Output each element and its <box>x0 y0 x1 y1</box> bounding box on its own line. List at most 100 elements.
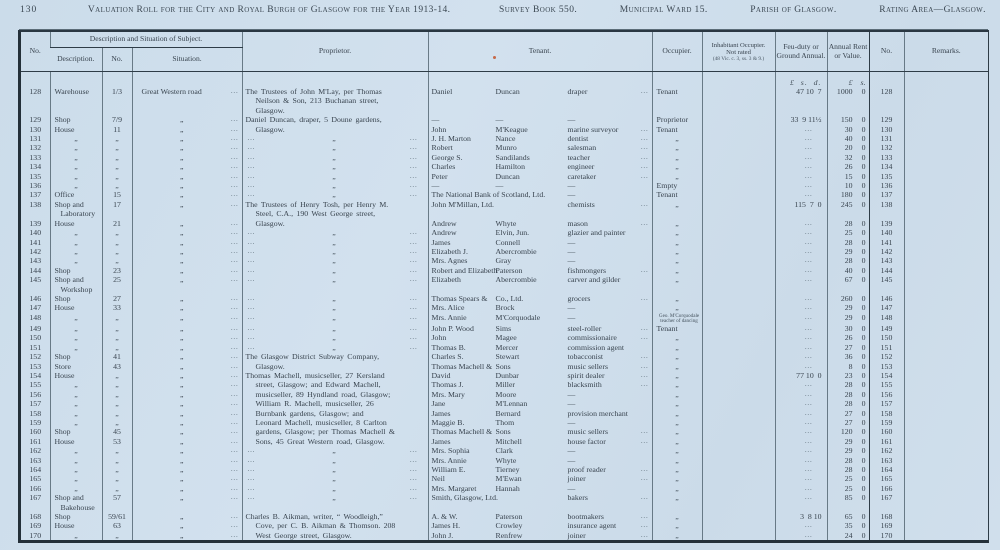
situation-text: „ <box>179 162 184 172</box>
tenant-cell: Neil M'Ewan joiner... <box>427 474 653 484</box>
proprietor-line: musicseller, 89 Hyndland road, Glasgow; <box>255 389 391 399</box>
tenant-wrap: James Mitchell house factor... <box>429 437 652 446</box>
tenant-occupation-wrap: — <box>568 303 652 312</box>
tenant-occupation-wrap: chemists... <box>568 200 652 209</box>
rent-pounds: 1000 <box>836 87 853 96</box>
description-cell: Shop <box>49 352 102 362</box>
tenant-surname: — <box>495 181 504 191</box>
remarks-cell <box>903 521 989 531</box>
situation-text: „ <box>179 124 184 134</box>
situation-wrap: „... <box>133 313 242 322</box>
rent-wrap: 260 0 <box>828 294 869 303</box>
description-cell: Shop <box>49 427 102 437</box>
annual-rent-cell: 28 0 <box>826 380 870 390</box>
situation-text: „ <box>179 143 184 153</box>
spacer-cell <box>101 71 132 87</box>
description-line: „ <box>74 446 78 456</box>
feu-duty-cell: 77 10 0 <box>774 370 828 381</box>
rent-wrap: 27 0 <box>828 418 869 427</box>
valuation-row: 167 Shop and Bakehouse 57 „...... „... Smith, … <box>21 493 989 513</box>
description-cell: House <box>49 124 102 135</box>
description-cell: Shop <box>49 512 102 522</box>
proprietor-ditto: ... „... <box>243 474 428 483</box>
rent-pounds: 29 <box>844 436 853 446</box>
valuation-row: 165 „ „ „...... „... Neil M'Ewan joiner... „... 2… <box>21 474 989 484</box>
tenant-forename: Maggie B. <box>431 418 465 427</box>
description-line: „ <box>74 380 78 390</box>
tenant-surname: Thom <box>495 418 515 427</box>
situation-wrap: „... <box>133 324 242 333</box>
situation-text: „ <box>179 455 184 465</box>
leader-dots: ... <box>247 275 256 284</box>
leader-dots: ... <box>409 265 418 274</box>
situation-cell: „... <box>131 436 243 447</box>
situation-cell: „... <box>131 427 243 437</box>
description-cell: Shop <box>49 293 102 304</box>
ditto-mark: „ <box>332 228 336 238</box>
tenant-occupation: music sellers <box>567 427 609 437</box>
leader-dots: ... <box>409 465 418 474</box>
occupier-cell: „ <box>651 152 703 163</box>
tenant-forename: Elizabeth <box>431 275 461 285</box>
leader-dots: ... <box>230 389 239 398</box>
street-number-cell: „ <box>101 446 132 456</box>
leader-dots: ... <box>640 530 649 539</box>
tenant-occupation-wrap: salesman... <box>568 143 652 152</box>
tenant-occupation-wrap: joiner... <box>568 474 652 483</box>
tenant-surname: Hannah <box>495 483 520 493</box>
tenant-surname: Moore <box>495 389 517 399</box>
leader-dots: ... <box>247 333 256 342</box>
row-number-right-cell: 157 <box>868 399 905 409</box>
row-number-cell: 130 <box>29 124 42 134</box>
occupier-cell: „ <box>651 303 703 313</box>
valuation-row: 136 „ „ „...... „... — — — Empty... 10 0 136 <box>21 181 989 191</box>
situation-cell: „... <box>131 152 243 163</box>
inhabitant-occupier-cell <box>701 370 776 381</box>
tenant-cell: Daniel Duncan draper... <box>427 87 653 116</box>
row-number-right-cell: 132 <box>868 143 905 153</box>
row-number-cell: 128 <box>29 87 42 96</box>
rent-wrap: 85 0 <box>828 493 869 502</box>
occupier-cell: „ <box>651 171 703 182</box>
tenant-surname: Sims <box>495 323 512 333</box>
description-line: „ <box>74 408 78 418</box>
description-line: „ <box>74 418 78 427</box>
row-number-right-cell: 148 <box>868 312 905 324</box>
proprietor-cell: Leonard Machell, musicseller, 8 Carlton <box>241 418 429 428</box>
description-cell: House <box>49 436 102 447</box>
remarks-cell <box>903 181 989 191</box>
tenant-cell: — — — <box>427 115 653 125</box>
situation-cell: „... <box>131 465 243 475</box>
leader-dots: ... <box>230 352 239 361</box>
tenant-forename: Smith, Glasgow, Ltd. <box>431 493 498 503</box>
inhabitant-occupier-cell <box>701 199 776 219</box>
description-line: House <box>54 218 75 228</box>
proprietor-line: Charles B. Aikman, writer, “ Woodleigh,” <box>245 512 383 522</box>
tenant-surname: Sons <box>495 427 511 437</box>
tenant-cell: Andrew Elvin, Jun. glazier and painter <box>427 228 653 238</box>
tenant-occupation-wrap: — <box>568 256 652 265</box>
annual-rent-cell: 15 0 <box>826 171 870 182</box>
tenant-forename: Elizabeth J. <box>431 246 468 256</box>
remarks-cell <box>903 171 989 182</box>
remarks-cell <box>903 474 989 484</box>
rent-wrap: 35 0 <box>828 521 869 530</box>
tenant-forename: John P. Wood <box>431 323 474 333</box>
street-number-cell: 1/3 <box>101 87 132 116</box>
leader-dots: ... <box>640 218 649 227</box>
row-number-right-cell: 129 <box>868 115 905 125</box>
tenant-wrap: Jane M'Lennan — <box>429 399 652 408</box>
tenant-occupation-wrap: — <box>568 238 652 247</box>
row-number-cell: 132 <box>29 143 42 153</box>
situation-wrap: „... <box>133 512 242 521</box>
feu-duty-cell: ... <box>774 246 828 257</box>
remarks-cell <box>903 134 989 144</box>
situation-cell: „... <box>131 521 243 531</box>
situation-cell: „... <box>131 446 243 456</box>
proprietor-ditto: ... „... <box>243 247 428 256</box>
rent-pounds: 260 <box>840 293 853 303</box>
row-number-cell: 164 <box>29 465 42 475</box>
leader-dots: ... <box>230 218 239 227</box>
remarks-cell <box>903 530 989 541</box>
inhabitant-occupier-cell <box>701 389 776 400</box>
